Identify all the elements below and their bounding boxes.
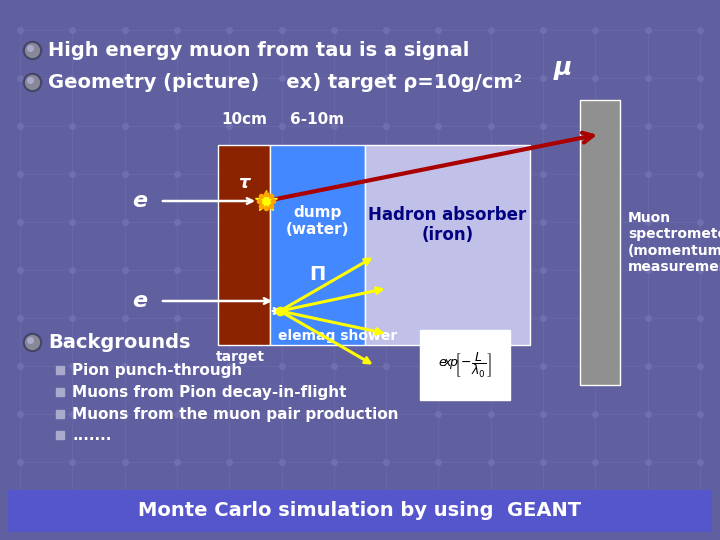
Bar [580, 100, 620, 385]
Bar [270, 145, 365, 345]
Bar [8, 490, 712, 532]
Text: Muons from Pion decay-in-flight: Muons from Pion decay-in-flight [72, 384, 346, 400]
Text: Backgrounds: Backgrounds [48, 333, 191, 352]
Text: e: e [132, 191, 148, 211]
Text: dump
(water): dump (water) [286, 205, 349, 237]
Text: High energy muon from tau is a signal: High energy muon from tau is a signal [48, 40, 469, 59]
Text: Geometry (picture)    ex) target ρ=10g/cm²: Geometry (picture) ex) target ρ=10g/cm² [48, 72, 522, 91]
Text: $\mathit{e\!x\!p}\!\left[-\dfrac{L}{\lambda_0}\right]$: $\mathit{e\!x\!p}\!\left[-\dfrac{L}{\lam… [438, 350, 492, 380]
Bar [365, 145, 530, 345]
Text: target: target [216, 350, 265, 364]
Text: .......: ....... [72, 428, 112, 442]
Text: τ: τ [238, 174, 250, 192]
Text: Muon
spectrometer
(momentum
measurement): Muon spectrometer (momentum measurement) [628, 211, 720, 274]
Bar [218, 145, 270, 345]
Text: Hadron absorber
(iron): Hadron absorber (iron) [369, 206, 526, 245]
Text: Π: Π [310, 266, 325, 285]
Bar [420, 330, 510, 400]
Text: e: e [132, 291, 148, 311]
Text: Monte Carlo simulation by using  GEANT: Monte Carlo simulation by using GEANT [138, 502, 582, 521]
Text: μ: μ [554, 56, 572, 80]
Text: Muons from the muon pair production: Muons from the muon pair production [72, 407, 398, 422]
Text: Pion punch-through: Pion punch-through [72, 362, 242, 377]
Text: 6-10m: 6-10m [290, 112, 345, 127]
Text: elemag shower: elemag shower [278, 329, 397, 343]
Text: 10cm: 10cm [221, 112, 267, 127]
